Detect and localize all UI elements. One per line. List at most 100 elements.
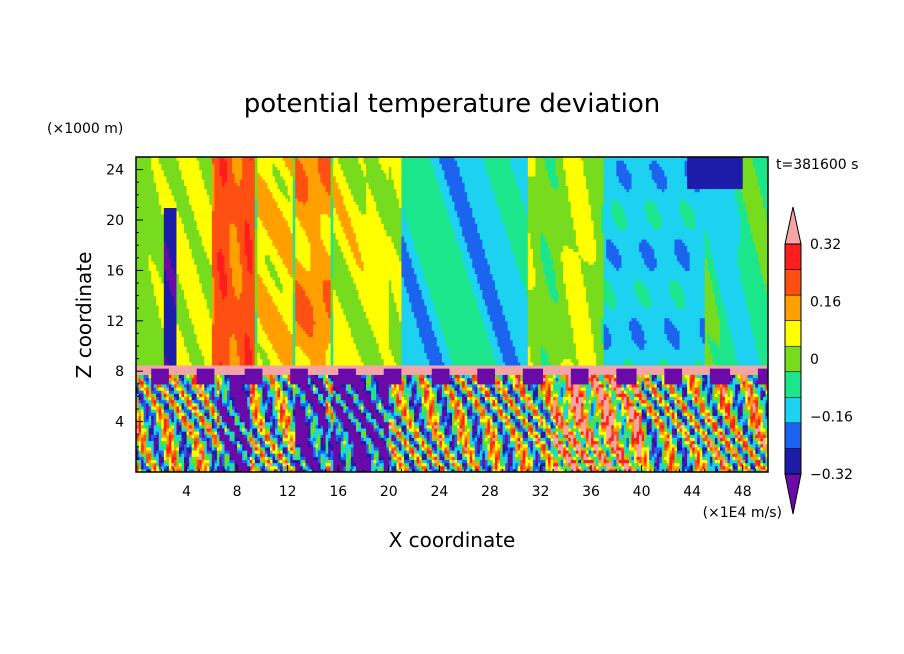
contour-cell [416, 446, 420, 451]
contour-cell [211, 427, 215, 432]
contour-cell [505, 449, 511, 454]
contour-cell [239, 412, 251, 416]
contour-cell [158, 405, 162, 410]
contour-cell [644, 437, 648, 442]
contour-cell [259, 440, 263, 445]
contour-cell [360, 418, 367, 423]
contour-cell [641, 431, 645, 435]
contour-cell [742, 434, 749, 438]
contour-cell [206, 431, 215, 435]
contour-cell [649, 456, 653, 460]
contour-cell [661, 456, 665, 460]
contour-cell [654, 456, 658, 460]
contour-cell [472, 465, 476, 470]
contour-cell [515, 421, 519, 426]
contour-cell [287, 393, 291, 397]
contour-cell [300, 402, 309, 407]
contour-cell [732, 418, 736, 423]
contour-cell [682, 427, 688, 432]
contour-cell [464, 412, 468, 416]
contour-cell [636, 456, 640, 460]
contour-cell [555, 443, 559, 448]
contour-cell [714, 405, 719, 410]
contour-cell [252, 402, 256, 407]
contour-cell [717, 431, 721, 435]
contour-cell [634, 465, 638, 470]
contour-cell [391, 456, 395, 460]
contour-cell [421, 418, 425, 423]
contour-cell [315, 415, 319, 420]
contour-cell [603, 393, 610, 397]
contour-cell [436, 418, 440, 423]
contour-cell [702, 449, 706, 454]
contour-cell [171, 434, 175, 438]
contour-cell [310, 465, 314, 470]
contour-cell [277, 453, 284, 457]
contour-cell [393, 399, 397, 404]
contour-cell [376, 465, 380, 470]
contour-cell [732, 427, 736, 432]
contour-cell [462, 434, 466, 438]
contour-cell [489, 449, 494, 454]
contour-cell [449, 390, 453, 394]
contour-cell [613, 427, 620, 432]
contour-cell [272, 402, 276, 407]
contour-cell [651, 405, 655, 410]
contour-cell [515, 399, 519, 404]
contour-cell [459, 399, 463, 404]
contour-cell [201, 431, 205, 435]
contour-cell [436, 424, 440, 429]
contour-cell [641, 412, 648, 416]
contour-cell [237, 424, 241, 429]
contour-cell [219, 415, 223, 420]
contour-cell [242, 440, 248, 445]
contour-cell [591, 443, 595, 448]
contour-cell [537, 393, 547, 397]
contour-cell [669, 424, 673, 429]
contour-cell [391, 440, 395, 445]
contour-cell [583, 443, 587, 448]
contour-cell [704, 449, 708, 454]
contour-cell [247, 424, 251, 429]
contour-cell [760, 468, 764, 472]
contour-cell [403, 412, 408, 416]
contour-cell [525, 453, 529, 457]
contour-cell [752, 405, 756, 410]
contour-cell [146, 427, 150, 432]
contour-cell [403, 453, 410, 457]
contour-cell [651, 443, 655, 448]
contour-cell [136, 443, 140, 448]
contour-cell [482, 390, 486, 394]
contour-cell [194, 399, 203, 404]
contour-cell [540, 446, 544, 451]
contour-cell [697, 446, 701, 451]
contour-cell [520, 396, 524, 401]
contour-cell [168, 427, 172, 432]
contour-cell [292, 396, 296, 401]
contour-cell [227, 390, 231, 394]
contour-cell [469, 456, 473, 460]
contour-cell [409, 440, 418, 445]
contour-cell [138, 440, 142, 445]
contour-cell [591, 402, 595, 407]
contour-cell [482, 437, 486, 442]
contour-cell [168, 399, 172, 404]
contour-cell [166, 402, 170, 407]
contour-cell [201, 465, 205, 470]
contour-cell [163, 446, 167, 451]
contour-cell [325, 434, 332, 438]
contour-cell [530, 446, 534, 451]
contour-cell [687, 409, 691, 413]
contour-cell [548, 399, 552, 404]
contour-cell [606, 446, 610, 451]
contour-cell [532, 427, 537, 432]
contour-cell [472, 459, 476, 464]
contour-cell [634, 412, 640, 416]
contour-cell [717, 437, 721, 442]
contour-cell [434, 424, 438, 429]
contour-cell [515, 409, 521, 413]
contour-cell [671, 453, 676, 457]
contour-cell [742, 453, 746, 457]
contour-cell [376, 402, 380, 407]
contour-cell [452, 462, 456, 467]
